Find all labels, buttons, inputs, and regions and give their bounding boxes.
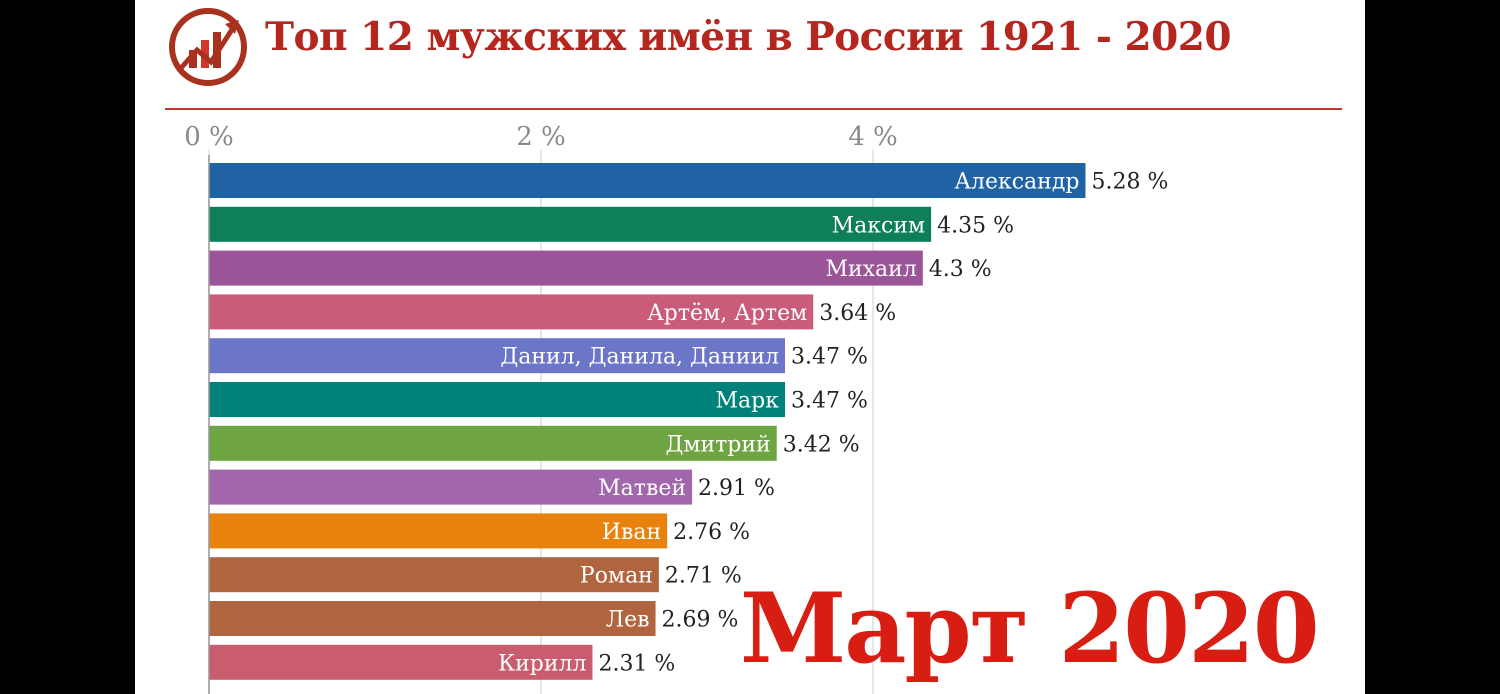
bar-category-label: Марк xyxy=(716,389,780,414)
bar xyxy=(209,382,786,417)
bar-category-label: Лев xyxy=(606,608,650,633)
bar xyxy=(209,601,656,636)
bar-value-label: 2.71 % xyxy=(665,564,742,589)
bar-value-label: 3.64 % xyxy=(819,301,896,326)
bar-value-label: 4.35 % xyxy=(937,213,1014,238)
bar xyxy=(209,250,923,286)
bar xyxy=(209,644,593,680)
period-label: Март 2020 xyxy=(740,572,1320,685)
bar xyxy=(209,294,814,330)
bar xyxy=(209,513,668,549)
bar-value-label: 3.47 % xyxy=(791,345,868,370)
bar-value-label: 2.69 % xyxy=(662,608,739,633)
bar xyxy=(209,163,1086,198)
x-tick-label: 4 % xyxy=(848,122,898,152)
bar xyxy=(209,557,659,593)
bar xyxy=(209,469,693,505)
bar-value-label: 2.31 % xyxy=(598,651,675,676)
bar xyxy=(209,338,786,374)
bar-value-label: 2.76 % xyxy=(673,520,750,545)
x-tick-label: 2 % xyxy=(516,122,566,152)
bar-category-label: Данил, Данила, Даниил xyxy=(500,345,779,370)
bar-value-label: 5.28 % xyxy=(1091,170,1168,195)
bar-category-label: Александр xyxy=(954,170,1079,195)
x-tick-label: 0 % xyxy=(184,122,234,152)
bar-category-label: Кирилл xyxy=(498,651,586,676)
bar-category-label: Максим xyxy=(832,213,926,238)
bar-chart-arrow-icon xyxy=(169,8,247,86)
bar-category-label: Артём, Артем xyxy=(647,301,807,326)
bar-value-label: 3.42 % xyxy=(783,432,860,457)
title-divider xyxy=(165,108,1342,110)
bar-chart: 0 % 2 % 4 % Александр 5.28 % Максим 4.35 % Миха… xyxy=(184,122,1168,694)
chart-title: Топ 12 мужских имён в России 1921 - 2020 xyxy=(265,14,1232,60)
bar-value-label: 4.3 % xyxy=(929,257,992,282)
bar xyxy=(209,206,932,242)
bar-category-label: Михаил xyxy=(825,257,916,282)
bar-category-label: Матвей xyxy=(598,476,686,501)
chart-frame: Топ 12 мужских имён в России 1921 - 2020… xyxy=(135,0,1365,694)
bar-category-label: Роман xyxy=(580,564,653,589)
bar-value-label: 3.47 % xyxy=(791,389,868,414)
bar-category-label: Дмитрий xyxy=(665,432,770,457)
bar xyxy=(209,425,777,461)
bar-category-label: Иван xyxy=(602,520,661,545)
bar-value-label: 2.91 % xyxy=(698,476,775,501)
